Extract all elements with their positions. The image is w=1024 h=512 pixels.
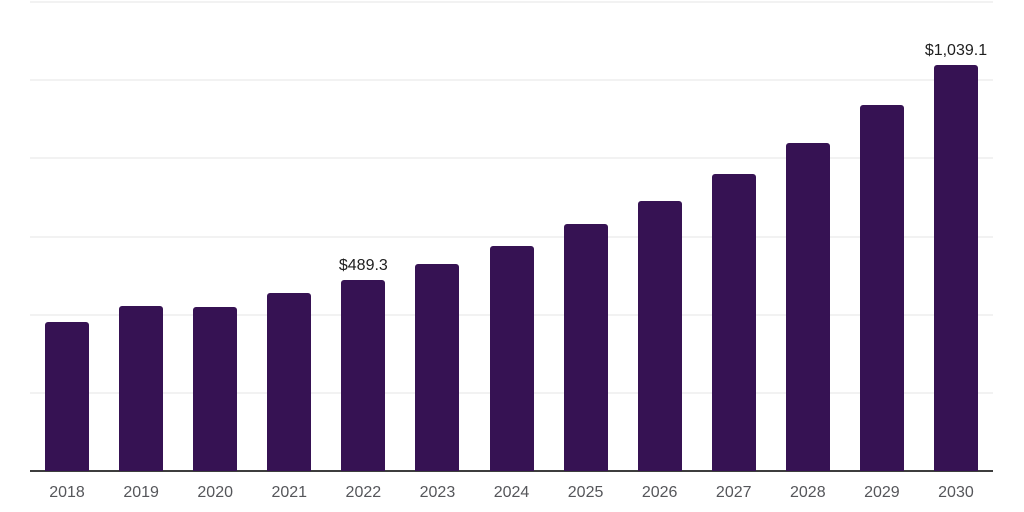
x-tick-label-2029: 2029 <box>864 484 900 501</box>
bar-2018[interactable] <box>45 322 90 471</box>
x-tick-label-2025: 2025 <box>567 484 604 501</box>
gridline <box>30 79 993 82</box>
x-tick-label-2028: 2028 <box>790 484 826 501</box>
x-tick-label-2018: 2018 <box>49 484 85 501</box>
bar-2030[interactable] <box>933 64 978 471</box>
bar-2026[interactable] <box>637 201 682 471</box>
bar-2022[interactable] <box>341 279 386 471</box>
x-tick-label-2026: 2026 <box>641 484 678 501</box>
x-tick-label-2027: 2027 <box>715 484 752 501</box>
bar-2029[interactable] <box>859 104 904 471</box>
bar-2028[interactable] <box>785 142 830 471</box>
gridline <box>30 1 993 3</box>
x-tick-label-2023: 2023 <box>419 484 456 501</box>
bar-2025[interactable] <box>563 224 608 471</box>
bar-2019[interactable] <box>119 305 164 471</box>
value-label-2030: $1,039.1 <box>924 41 988 59</box>
gridline <box>30 235 993 238</box>
bar-2021[interactable] <box>267 293 312 471</box>
x-tick-label-2021: 2021 <box>271 484 308 501</box>
bar-2020[interactable] <box>193 307 238 471</box>
x-axis-line <box>30 470 993 472</box>
bar-2023[interactable] <box>415 263 460 471</box>
bar-2027[interactable] <box>711 173 756 471</box>
x-tick-label-2019: 2019 <box>123 484 159 501</box>
value-label-2022: $489.3 <box>338 256 388 274</box>
x-tick-label-2022: 2022 <box>345 484 382 501</box>
x-tick-label-2030: 2030 <box>938 484 974 501</box>
x-tick-label-2020: 2020 <box>197 484 233 501</box>
gridline <box>30 157 993 160</box>
x-tick-label-2024: 2024 <box>493 484 530 501</box>
bar-2024[interactable] <box>489 245 534 471</box>
plot-area: 2018 2019 2020 2021 2022 $489.3 2023 2024 2025 20… <box>30 1 993 501</box>
